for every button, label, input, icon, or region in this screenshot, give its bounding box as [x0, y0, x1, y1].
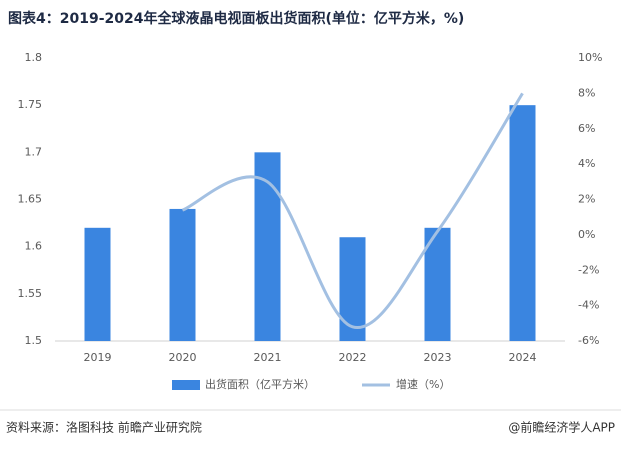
y2-tick-label: 4%: [578, 157, 595, 170]
bar: [509, 105, 536, 342]
x-tick-label: 2020: [169, 351, 197, 364]
line: [181, 92, 524, 329]
y2-tick-label: 0%: [578, 228, 595, 241]
y-tick-label: 1.6: [25, 240, 43, 253]
x-tick-label: 2019: [84, 351, 112, 364]
y2-tick-label: -2%: [578, 263, 599, 276]
x-tick-label: 2021: [254, 351, 282, 364]
credit: @前瞻经济学人APP: [508, 420, 615, 435]
x-tick-label: 2023: [424, 351, 452, 364]
y2-tick-label: 6%: [578, 122, 595, 135]
y2-tick-label: -6%: [578, 334, 599, 347]
y-tick-label: 1.65: [18, 193, 43, 206]
bar: [169, 208, 196, 341]
y2-tick-label: 10%: [578, 51, 602, 64]
y-tick-label: 1.75: [18, 98, 43, 111]
legend-label: 增速（%）: [396, 377, 450, 391]
x-tick-label: 2022: [339, 351, 367, 364]
y2-tick-label: -4%: [578, 299, 599, 312]
y2-tick-label: 8%: [578, 86, 595, 99]
y-tick-label: 1.7: [25, 145, 43, 158]
chart-title: 图表4：2019-2024年全球液晶电视面板出货面积(单位：亿平方米，%): [8, 10, 464, 27]
legend-label: 出货面积（亿平方米）: [205, 377, 315, 391]
y-tick-label: 1.8: [25, 51, 43, 64]
x-tick-label: 2024: [509, 351, 537, 364]
bar: [84, 227, 111, 341]
y-tick-label: 1.55: [18, 287, 43, 300]
y-tick-label: 1.5: [25, 334, 43, 347]
source: 资料来源：洛图科技 前瞻产业研究院: [6, 420, 202, 435]
bar: [339, 237, 366, 341]
y2-tick-label: 2%: [578, 193, 595, 206]
bar: [254, 152, 281, 341]
legend-swatch: [172, 380, 200, 390]
